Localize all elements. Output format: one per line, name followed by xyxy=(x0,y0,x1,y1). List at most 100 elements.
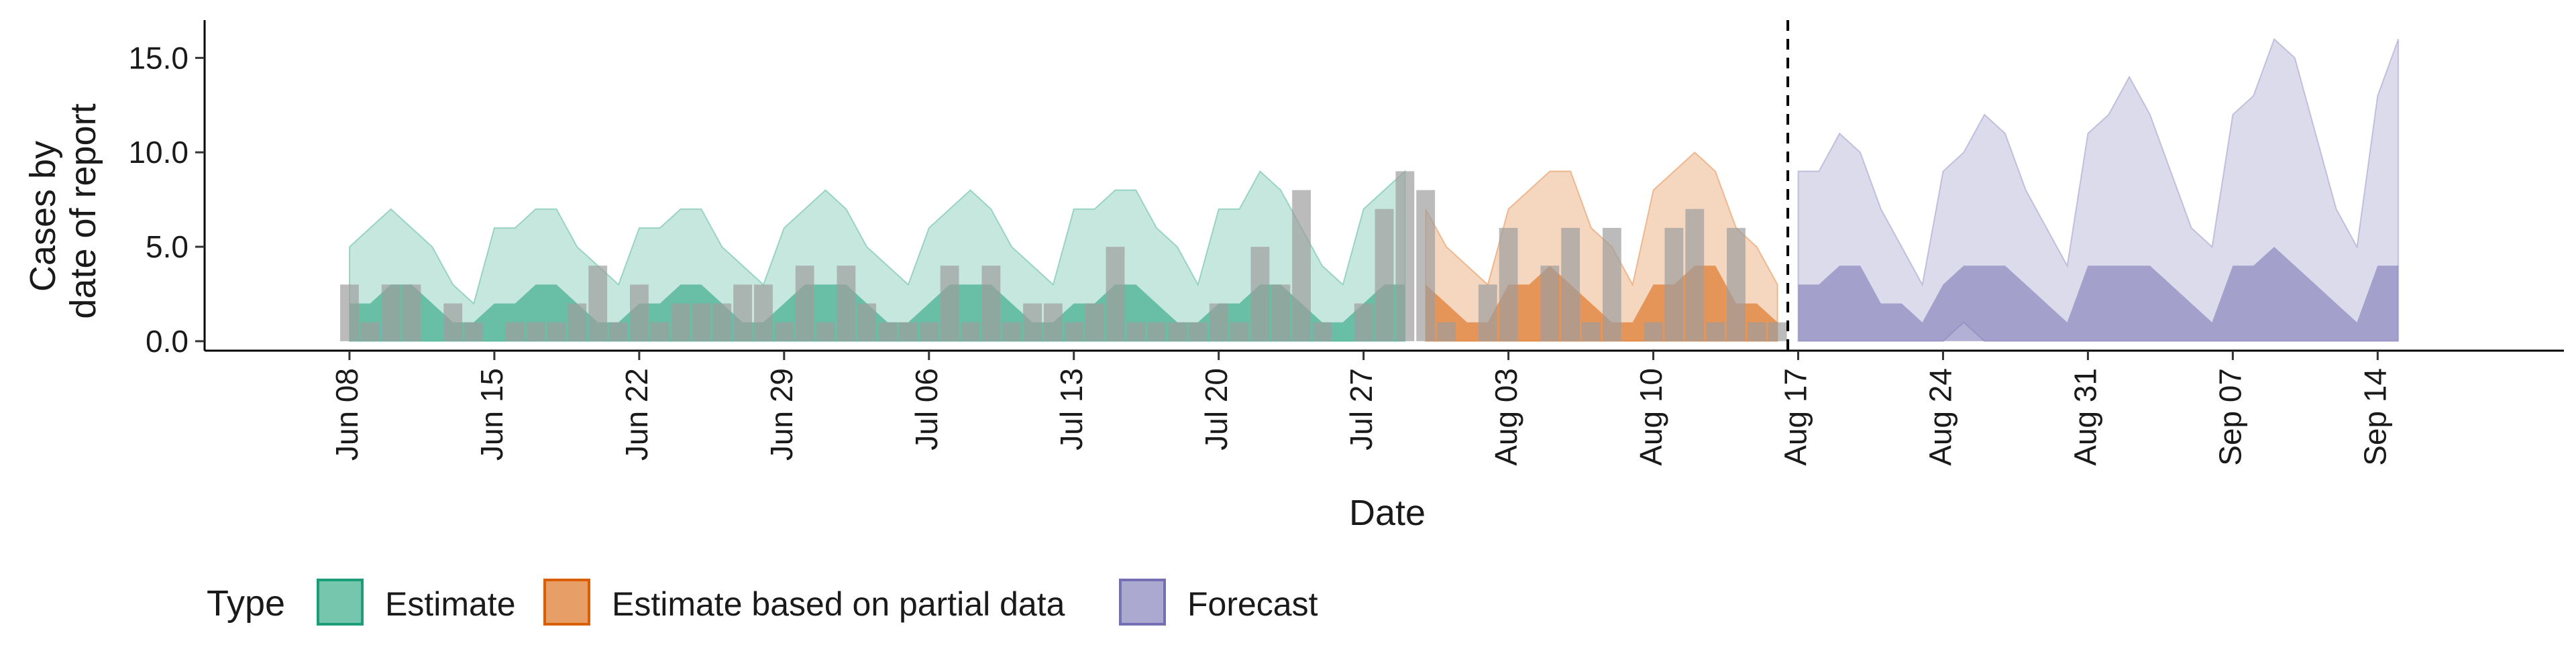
reported-case-bar xyxy=(1603,227,1621,341)
y-tick-label: 15.0 xyxy=(128,40,189,75)
reported-case-bar xyxy=(360,322,380,341)
legend-title: Type xyxy=(207,583,285,624)
reported-case-bar xyxy=(961,322,980,341)
reported-case-bar xyxy=(774,322,794,341)
reported-case-bar xyxy=(630,284,649,341)
reported-case-bar xyxy=(1250,247,1270,341)
x-tick-label: Aug 24 xyxy=(1923,368,1958,466)
reported-case-bar xyxy=(505,322,525,341)
y-tick-label: 5.0 xyxy=(146,229,189,264)
reported-case-bar xyxy=(1540,266,1560,341)
reported-case-bar xyxy=(568,303,587,341)
x-tick-label: Aug 03 xyxy=(1489,368,1523,466)
reported-case-bar xyxy=(692,303,711,341)
reported-case-bar xyxy=(878,322,897,341)
reported-case-bar xyxy=(402,284,421,341)
x-tick-label: Sep 14 xyxy=(2357,368,2392,466)
reported-case-bar xyxy=(1354,303,1373,341)
reported-case-bar xyxy=(1126,322,1146,341)
reported-case-bar xyxy=(1002,322,1022,341)
reported-case-bar xyxy=(837,266,856,341)
legend-key-estimate xyxy=(317,579,364,626)
reported-case-bar xyxy=(940,266,959,341)
reported-case-bar xyxy=(1582,322,1601,341)
reported-case-bar xyxy=(1209,303,1228,341)
legend-label-estimate: Estimate xyxy=(385,585,516,623)
reported-case-bar xyxy=(795,266,814,341)
reported-case-bar xyxy=(1685,209,1705,341)
y-axis-title-line-1: Cases by xyxy=(23,141,63,292)
x-tick-label: Jul 27 xyxy=(1344,368,1379,451)
reported-case-bar xyxy=(1044,303,1063,341)
reported-case-bar xyxy=(1437,322,1456,341)
reported-case-bar xyxy=(1147,322,1167,341)
x-tick-label: Aug 17 xyxy=(1778,368,1813,466)
reported-case-bar xyxy=(609,322,628,341)
legend: Type Estimate Estimate based on partial … xyxy=(207,579,1318,626)
x-tick-label: Aug 10 xyxy=(1633,368,1668,466)
reported-case-bar xyxy=(1313,322,1332,341)
reported-case-bar xyxy=(588,266,608,341)
reported-case-bar xyxy=(1375,209,1394,341)
y-tick-layer: 0.0 5.0 10.0 15.0 xyxy=(128,40,205,359)
reported-case-bar xyxy=(754,284,773,341)
reported-case-bar xyxy=(526,322,545,341)
reported-case-bar xyxy=(981,266,1001,341)
reported-case-bar xyxy=(1064,322,1083,341)
reported-case-bar xyxy=(857,303,877,341)
reported-case-bar xyxy=(1478,284,1497,341)
reported-case-bar xyxy=(733,284,752,341)
y-axis-title-line-2: date of report xyxy=(63,103,103,318)
reported-case-bar xyxy=(1561,227,1580,341)
reported-case-bar xyxy=(381,284,400,341)
x-tick-label: Jul 06 xyxy=(909,368,944,451)
reported-cases-bar-layer xyxy=(340,171,1787,341)
reported-case-bar xyxy=(816,322,835,341)
reported-case-bar xyxy=(1271,284,1291,341)
legend-label-forecast: Forecast xyxy=(1187,585,1318,623)
y-axis-title: Cases by date of report xyxy=(23,103,103,318)
reported-case-bar xyxy=(650,322,669,341)
legend-label-partial: Estimate based on partial data xyxy=(612,585,1065,623)
x-axis-title: Date xyxy=(1349,493,1426,533)
reported-case-bar xyxy=(443,303,463,341)
reported-case-bar xyxy=(1189,322,1208,341)
reported-case-bar xyxy=(1168,322,1187,341)
reported-case-bar xyxy=(1706,322,1725,341)
x-tick-layer: Jun 08 Jun 15 Jun 22 Jun 29 Jul 06 Jul 13 Jul … xyxy=(329,351,2392,466)
reported-case-bar xyxy=(1230,322,1249,341)
reported-case-bar xyxy=(1664,227,1684,341)
reported-case-bar xyxy=(1727,227,1746,341)
y-tick-label: 0.0 xyxy=(146,324,189,359)
x-tick-label: Jul 13 xyxy=(1054,368,1089,451)
x-tick-label: Jun 08 xyxy=(329,368,364,461)
legend-key-partial xyxy=(543,579,590,626)
x-tick-label: Aug 31 xyxy=(2068,368,2103,466)
ribbon-50-forecast xyxy=(1798,247,2399,341)
x-tick-label: Jun 15 xyxy=(474,368,509,461)
reported-case-bar xyxy=(1499,227,1518,341)
reported-case-bar xyxy=(919,322,938,341)
reported-case-bar xyxy=(1292,190,1311,341)
reported-case-bar xyxy=(1023,303,1042,341)
x-tick-label: Jun 29 xyxy=(764,368,799,461)
x-tick-label: Jun 22 xyxy=(619,368,654,461)
reported-case-bar xyxy=(1747,322,1766,341)
reported-case-bar xyxy=(671,303,690,341)
x-tick-label: Sep 07 xyxy=(2213,368,2248,466)
reported-case-bar xyxy=(340,284,359,341)
reported-case-bar xyxy=(1644,322,1663,341)
reported-case-bar xyxy=(1768,322,1787,341)
reported-case-bar xyxy=(712,303,732,341)
reported-case-bar xyxy=(1085,303,1104,341)
ribbon-layer xyxy=(349,38,2400,342)
reported-case-bar xyxy=(899,322,918,341)
reported-case-bar xyxy=(1416,190,1436,341)
reported-case-bar xyxy=(547,322,566,341)
reported-case-bar xyxy=(1395,171,1415,341)
legend-key-forecast xyxy=(1119,579,1166,626)
reported-case-bar xyxy=(1106,247,1125,341)
y-tick-label: 10.0 xyxy=(128,135,189,170)
